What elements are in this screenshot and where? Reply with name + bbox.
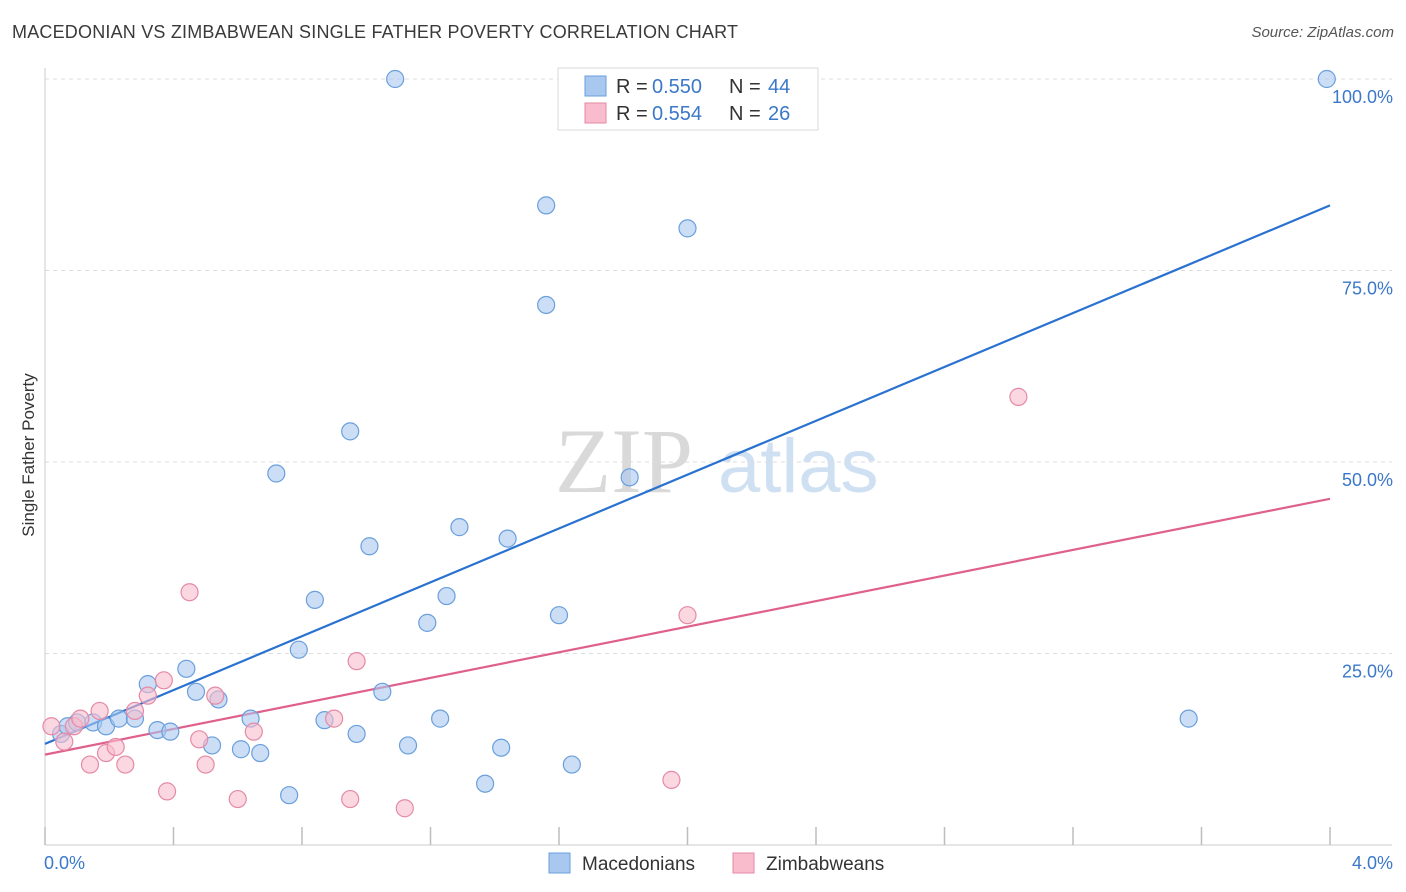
data-point — [341, 422, 360, 441]
data-point — [177, 659, 196, 678]
x-tick-label: 4.0% — [1352, 853, 1393, 873]
legend-r-label: R = — [616, 76, 648, 98]
data-point — [116, 755, 135, 774]
data-point — [476, 774, 495, 793]
data-point — [190, 730, 209, 749]
data-point — [537, 196, 556, 215]
legend-n-value: 44 — [768, 76, 790, 98]
y-axis-title: Single Father Poverty — [19, 373, 38, 537]
legend-n-label: N = — [729, 76, 761, 98]
data-point — [562, 755, 581, 774]
data-point — [1179, 709, 1198, 728]
source-label: Source: ZipAtlas.com — [1251, 24, 1394, 41]
data-point — [180, 583, 199, 602]
data-point — [492, 738, 511, 757]
data-point — [251, 743, 270, 763]
data-point — [450, 518, 469, 537]
legend-r-label: R = — [616, 103, 648, 125]
data-point — [289, 640, 308, 659]
data-point — [55, 732, 74, 751]
data-point — [186, 682, 206, 701]
data-point — [196, 755, 215, 774]
legend: R = 0.550 N = 44 R = 0.554 N = 26 — [557, 67, 819, 131]
data-point — [386, 69, 405, 89]
data-point — [1009, 387, 1028, 406]
data-point — [206, 686, 225, 705]
legend-r-value: 0.554 — [652, 103, 702, 125]
bottom-legend: Macedonians Zimbabweans — [548, 852, 884, 875]
data-point — [106, 737, 125, 757]
trend-lines — [44, 204, 1331, 756]
data-point — [662, 770, 681, 789]
data-point — [71, 709, 90, 728]
points — [42, 69, 1336, 818]
data-point — [537, 295, 556, 315]
watermark-zip: ZIP — [555, 410, 693, 512]
data-point — [395, 799, 414, 818]
legend-n-value: 26 — [768, 103, 790, 125]
data-point — [125, 701, 145, 721]
chart-title: MACEDONIAN VS ZIMBABWEAN SINGLE FATHER P… — [12, 22, 739, 42]
y-tick-label: 50.0% — [1342, 470, 1393, 490]
data-point — [437, 586, 456, 606]
tick-labels: 25.0% 50.0% 75.0% 100.0% 0.0% 4.0% — [44, 87, 1393, 873]
data-point — [109, 709, 128, 728]
data-point — [418, 613, 437, 632]
data-point — [90, 701, 109, 721]
data-point — [347, 652, 366, 671]
data-point — [161, 722, 180, 741]
data-point — [549, 606, 569, 625]
data-point — [360, 537, 379, 556]
y-tick-label: 100.0% — [1332, 87, 1393, 107]
y-tick-label: 75.0% — [1342, 279, 1393, 299]
trend-line — [44, 204, 1331, 745]
data-point — [373, 682, 392, 701]
data-point — [244, 722, 263, 741]
data-point — [231, 740, 251, 759]
x-tick-label: 0.0% — [44, 853, 85, 873]
trend-line — [44, 497, 1331, 756]
data-point — [347, 724, 366, 744]
data-point — [305, 590, 324, 609]
data-point — [280, 786, 299, 805]
data-point — [620, 468, 639, 487]
data-point — [267, 464, 286, 483]
legend-n-label: N = — [729, 103, 761, 125]
y-tick-label: 25.0% — [1342, 662, 1393, 682]
data-point — [42, 717, 61, 736]
data-point — [678, 219, 697, 238]
bottom-legend-swatch — [548, 852, 571, 874]
data-point — [341, 789, 360, 809]
data-point — [678, 606, 697, 625]
bottom-legend-label: Macedonians — [582, 854, 695, 875]
watermark-atlas: atlas — [718, 424, 879, 509]
axes — [44, 68, 1392, 846]
bottom-legend-label: Zimbabweans — [766, 854, 884, 875]
data-point — [228, 789, 247, 809]
data-point — [325, 709, 344, 728]
legend-swatch — [584, 102, 607, 124]
bottom-legend-swatch — [732, 852, 755, 874]
data-point — [154, 671, 173, 690]
grid — [45, 78, 1392, 654]
legend-r-value: 0.550 — [652, 76, 702, 98]
data-point — [498, 529, 517, 548]
data-point — [138, 686, 157, 705]
data-point — [398, 736, 418, 755]
data-point — [80, 755, 100, 774]
watermark: ZIP atlas — [555, 410, 879, 512]
data-point — [431, 709, 450, 728]
data-point — [157, 782, 177, 801]
data-point — [1317, 69, 1336, 89]
legend-swatch — [584, 75, 607, 97]
